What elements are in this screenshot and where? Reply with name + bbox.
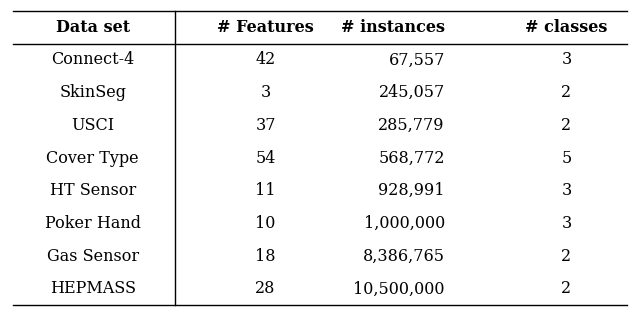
Text: 11: 11: [255, 182, 276, 199]
Text: 2: 2: [561, 117, 572, 134]
Text: 42: 42: [255, 52, 276, 69]
Text: # instances: # instances: [341, 19, 445, 36]
Text: Gas Sensor: Gas Sensor: [47, 248, 139, 264]
Text: HEPMASS: HEPMASS: [50, 280, 136, 297]
Text: 568,772: 568,772: [378, 150, 445, 167]
Text: 18: 18: [255, 248, 276, 264]
Text: 928,991: 928,991: [378, 182, 445, 199]
Text: 3: 3: [260, 84, 271, 101]
Text: 2: 2: [561, 84, 572, 101]
Text: 67,557: 67,557: [388, 52, 445, 69]
Text: HT Sensor: HT Sensor: [50, 182, 136, 199]
Text: 245,057: 245,057: [378, 84, 445, 101]
Text: 3: 3: [561, 182, 572, 199]
Text: 1,000,000: 1,000,000: [364, 215, 445, 232]
Text: SkinSeg: SkinSeg: [60, 84, 126, 101]
Text: # classes: # classes: [525, 19, 607, 36]
Text: USCI: USCI: [71, 117, 115, 134]
Text: # Features: # Features: [217, 19, 314, 36]
Text: 2: 2: [561, 248, 572, 264]
Text: Connect-4: Connect-4: [51, 52, 134, 69]
Text: 3: 3: [561, 52, 572, 69]
Text: Cover Type: Cover Type: [47, 150, 139, 167]
Text: 28: 28: [255, 280, 276, 297]
Text: 37: 37: [255, 117, 276, 134]
Text: 10,500,000: 10,500,000: [353, 280, 445, 297]
Text: 285,779: 285,779: [378, 117, 445, 134]
Text: Poker Hand: Poker Hand: [45, 215, 141, 232]
Text: Data set: Data set: [56, 19, 130, 36]
Text: 5: 5: [561, 150, 572, 167]
Text: 8,386,765: 8,386,765: [363, 248, 445, 264]
Text: 3: 3: [561, 215, 572, 232]
Text: 54: 54: [255, 150, 276, 167]
Text: 2: 2: [561, 280, 572, 297]
Text: 10: 10: [255, 215, 276, 232]
